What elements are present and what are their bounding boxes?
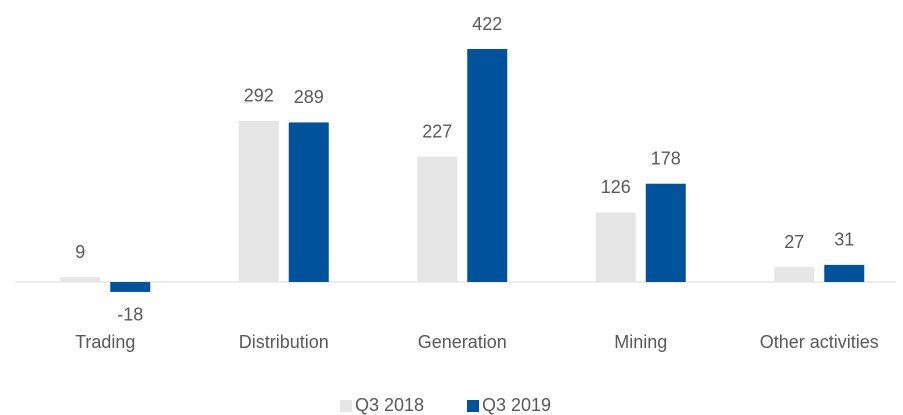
data-label: 9 <box>75 242 85 262</box>
x-tick-label: Generation <box>418 332 507 352</box>
bar <box>645 183 686 282</box>
bar <box>774 267 815 282</box>
legend-label: Q3 2018 <box>355 395 424 415</box>
data-label: 126 <box>601 177 631 197</box>
data-label: -18 <box>117 305 143 325</box>
data-label: 178 <box>651 148 681 168</box>
data-label: 27 <box>784 232 804 252</box>
data-label: 227 <box>422 121 452 141</box>
bar <box>467 49 508 282</box>
legend-swatch <box>340 400 352 412</box>
legend-label: Q3 2019 <box>482 395 551 415</box>
x-tick-label: Distribution <box>239 332 329 352</box>
bar <box>595 212 636 282</box>
data-label: 292 <box>244 86 274 106</box>
bar <box>824 264 865 282</box>
bar <box>417 156 458 282</box>
x-tick-label: Trading <box>75 332 135 352</box>
bar <box>238 120 279 282</box>
data-label: 289 <box>294 87 324 107</box>
bar <box>110 282 151 292</box>
x-tick-label: Mining <box>614 332 667 352</box>
x-tick-label: Other activities <box>760 332 879 352</box>
data-label: 422 <box>472 14 502 34</box>
data-label: 31 <box>834 230 854 250</box>
bar <box>288 122 329 282</box>
bar <box>60 277 101 282</box>
legend-swatch <box>467 400 479 412</box>
